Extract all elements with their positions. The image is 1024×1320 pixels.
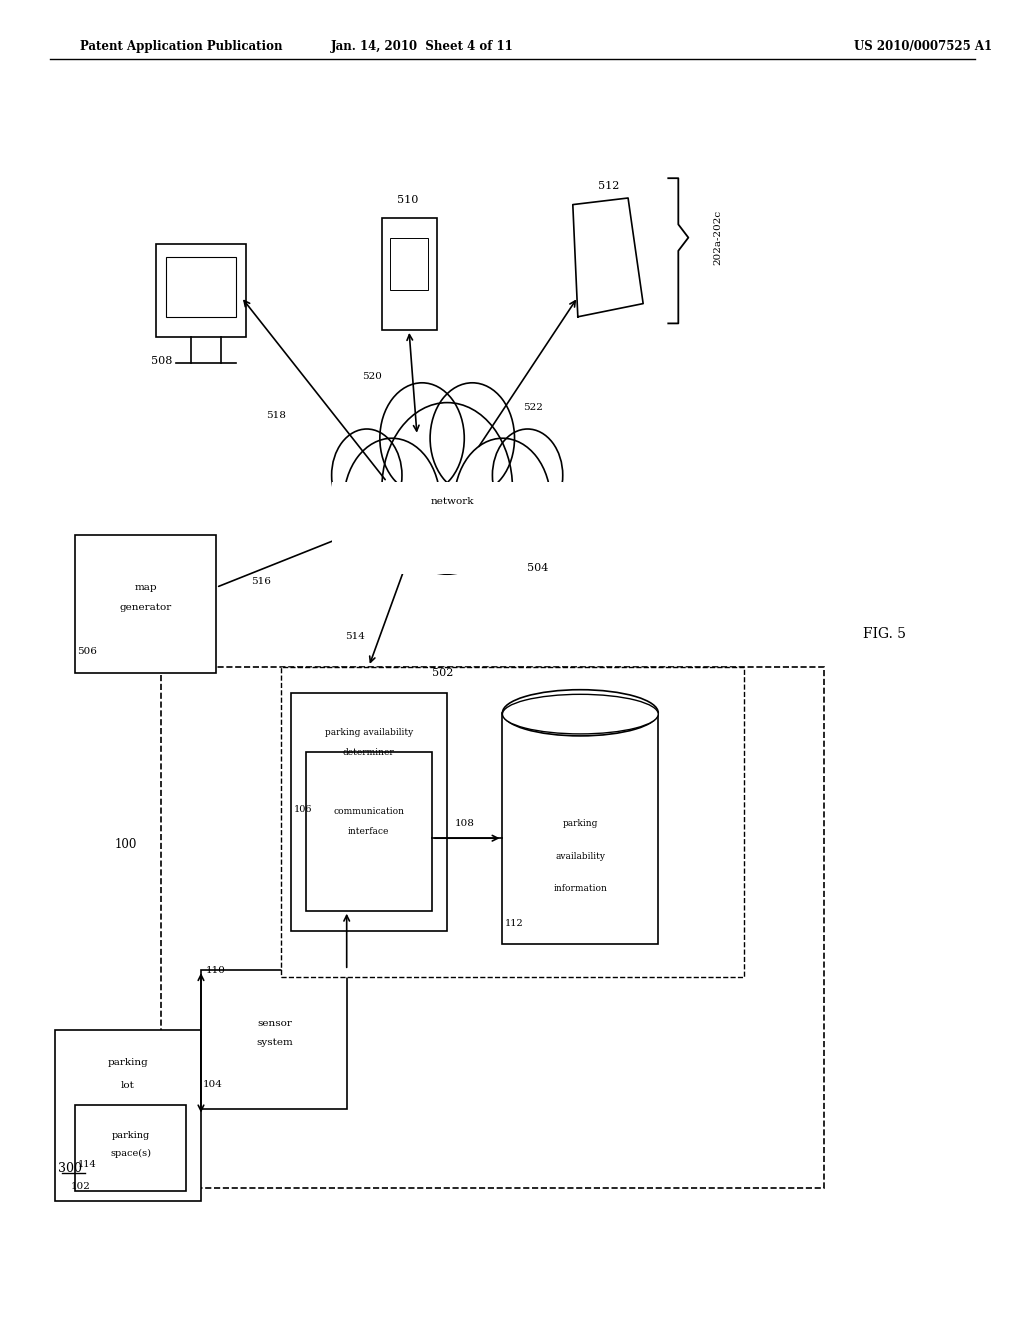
FancyBboxPatch shape (156, 244, 246, 337)
Text: 108: 108 (455, 818, 474, 828)
FancyBboxPatch shape (332, 482, 563, 574)
Text: 520: 520 (362, 372, 382, 380)
FancyBboxPatch shape (161, 667, 824, 1188)
Ellipse shape (503, 694, 658, 734)
Circle shape (380, 383, 464, 494)
Text: 518: 518 (266, 412, 287, 420)
FancyBboxPatch shape (166, 257, 237, 317)
Text: space(s): space(s) (111, 1150, 152, 1158)
Text: 100: 100 (115, 838, 137, 851)
Text: 510: 510 (397, 194, 419, 205)
FancyBboxPatch shape (76, 1105, 186, 1191)
FancyBboxPatch shape (306, 752, 432, 911)
FancyBboxPatch shape (292, 693, 447, 931)
Text: interface: interface (348, 828, 389, 836)
Text: parking: parking (108, 1059, 148, 1067)
Text: US 2010/0007525 A1: US 2010/0007525 A1 (854, 40, 992, 53)
Text: FIG. 5: FIG. 5 (863, 627, 906, 640)
Text: 202a-202c: 202a-202c (714, 210, 723, 265)
Text: 504: 504 (527, 562, 548, 573)
FancyBboxPatch shape (382, 218, 437, 330)
Text: 114: 114 (78, 1160, 96, 1168)
Text: parking: parking (112, 1131, 150, 1139)
Text: 516: 516 (251, 577, 271, 586)
FancyBboxPatch shape (55, 1030, 201, 1201)
Ellipse shape (503, 689, 658, 737)
Text: 502: 502 (432, 668, 454, 678)
Text: lot: lot (121, 1081, 134, 1089)
Circle shape (344, 438, 440, 565)
Text: 112: 112 (505, 919, 523, 928)
Text: 106: 106 (294, 805, 312, 813)
Text: 102: 102 (71, 1181, 90, 1191)
Text: 512: 512 (598, 181, 620, 191)
Text: 522: 522 (522, 403, 543, 412)
Text: 104: 104 (203, 1080, 223, 1089)
FancyBboxPatch shape (390, 238, 428, 290)
Text: 110: 110 (206, 966, 226, 974)
Circle shape (332, 429, 402, 521)
Text: information: information (553, 884, 607, 892)
Text: communication: communication (333, 808, 404, 816)
Text: Patent Application Publication: Patent Application Publication (81, 40, 283, 53)
Text: 508: 508 (151, 356, 172, 367)
Text: 300: 300 (58, 1162, 82, 1175)
FancyBboxPatch shape (201, 970, 347, 1109)
Circle shape (382, 403, 512, 574)
Text: network: network (430, 498, 474, 506)
Text: 514: 514 (345, 632, 365, 640)
Text: Jan. 14, 2010  Sheet 4 of 11: Jan. 14, 2010 Sheet 4 of 11 (331, 40, 513, 53)
Text: parking availability: parking availability (325, 729, 413, 737)
Text: parking: parking (562, 820, 598, 828)
Text: system: system (256, 1039, 293, 1047)
FancyBboxPatch shape (282, 667, 743, 977)
Text: map: map (134, 583, 157, 591)
Text: generator: generator (120, 603, 172, 611)
Circle shape (430, 383, 514, 494)
Text: sensor: sensor (257, 1019, 292, 1027)
FancyBboxPatch shape (503, 713, 658, 944)
Text: determiner: determiner (343, 748, 394, 756)
Circle shape (455, 438, 551, 565)
FancyBboxPatch shape (76, 535, 216, 673)
Circle shape (493, 429, 563, 521)
Text: availability: availability (555, 851, 605, 861)
Text: 506: 506 (78, 647, 97, 656)
